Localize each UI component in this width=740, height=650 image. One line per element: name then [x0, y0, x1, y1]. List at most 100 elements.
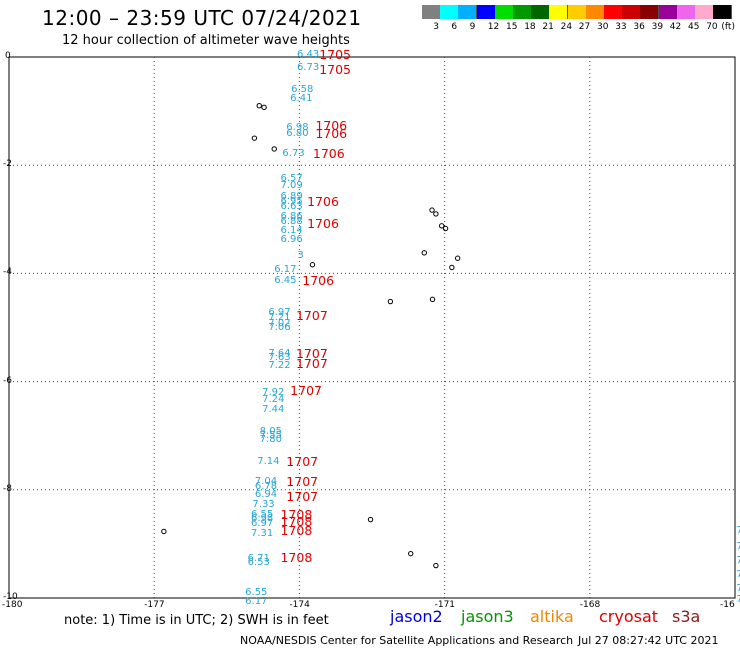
- island-outline: [454, 255, 461, 261]
- wave-height-value: 7.92: [262, 387, 285, 399]
- wave-height-value: 7.24: [262, 393, 285, 405]
- y-tick-label: 0: [5, 51, 11, 61]
- x-tick-label: -168: [579, 600, 601, 610]
- satellite-legend-cryosat: cryosat: [599, 607, 659, 626]
- wave-height-value: 7.: [736, 569, 740, 581]
- pass-time-label: 1706: [307, 215, 339, 231]
- island-outline: [438, 223, 445, 229]
- colorbar-label: 39: [651, 22, 664, 32]
- pass-time-label: 1706: [307, 194, 339, 210]
- wave-height-value: 6.97: [268, 306, 291, 318]
- satellite-legend-jason3: jason3: [461, 607, 514, 626]
- island-outline: [251, 135, 258, 141]
- wave-height-value: 6.89: [280, 190, 303, 202]
- wave-height-value: 7.02: [268, 317, 291, 329]
- pass-time-label: 1705: [319, 46, 352, 62]
- wave-height-value: 3: [297, 250, 304, 262]
- wave-height-value: 6.73: [282, 148, 305, 160]
- island-outline: [433, 562, 439, 569]
- map-frame: [8, 56, 736, 599]
- page-title: 12:00 – 23:59 UTC 07/24/2021: [42, 6, 362, 30]
- wave-height-value: 6.97: [250, 517, 274, 529]
- pass-time-label: 1707: [286, 488, 319, 504]
- wave-height-value: 7.55: [259, 430, 282, 442]
- wave-height-value: 6.94: [254, 489, 278, 501]
- footer-note: note: 1) Time is in UTC; 2) SWH is in fe…: [64, 613, 329, 628]
- wave-height-value: 7.80: [259, 434, 282, 446]
- wave-height-value: 6.17: [245, 596, 268, 608]
- x-tick-label: -171: [434, 600, 456, 610]
- colorbar-label: 45: [688, 22, 700, 32]
- wave-height-value: 7: [736, 541, 740, 553]
- wave-height-value: 6.55: [250, 508, 274, 520]
- wave-height-value: 7.04: [254, 476, 278, 488]
- wave-height-value: 7.06: [268, 322, 291, 334]
- colorbar-label: 24: [560, 22, 573, 32]
- wave-height-value: 6.43: [296, 48, 320, 60]
- wave-height-value: 7.22: [268, 359, 291, 371]
- island-outline: [309, 262, 316, 268]
- colorbar-label: 15: [506, 22, 518, 32]
- colorbar-label: 9: [469, 22, 476, 32]
- wave-height-value: 6.86: [280, 211, 303, 223]
- y-tick-label: -6: [3, 375, 12, 386]
- pass-time-label: 1707: [286, 453, 319, 469]
- generated-timestamp: Jul 27 08:27:42 UTC 2021: [578, 634, 719, 647]
- island-outline: [433, 211, 439, 217]
- wave-height-value: 7.14: [257, 455, 280, 467]
- wave-height-value: 6.88: [280, 215, 303, 227]
- island-outline: [421, 250, 427, 256]
- colorbar-label: 6: [451, 22, 458, 32]
- wave-height-value: 6.95: [280, 196, 303, 208]
- island-outline: [256, 102, 262, 109]
- wave-height-value: 6.57: [280, 173, 303, 185]
- wave-height-value: 8.05: [259, 425, 282, 437]
- colorbar-swatch: [713, 5, 733, 19]
- wave-height-value: 7: [736, 554, 740, 566]
- satellite-legend-s3a: s3a: [672, 607, 701, 626]
- wave-height-value: 6.53: [247, 557, 270, 569]
- island-outline: [261, 104, 267, 111]
- colorbar-label: 21: [542, 22, 554, 32]
- wave-height-value: 7.1: [736, 593, 740, 605]
- colorbar-label: 12: [487, 22, 500, 32]
- wave-height-value: 7: [736, 524, 740, 536]
- wave-height-value: 7.64: [268, 347, 291, 359]
- pass-time-label: 1708: [280, 506, 313, 522]
- wave-height-value: 6.17: [274, 263, 297, 275]
- wave-height-value: 6.78: [254, 480, 278, 492]
- x-tick-label: -16: [720, 600, 735, 610]
- colorbar-label: 70: [706, 22, 718, 32]
- wave-height-value: 6.73: [296, 62, 320, 74]
- credit-text: NOAA/NESDIS Center for Satellite Applica…: [240, 634, 574, 647]
- wave-height-value: 6.63: [280, 201, 303, 213]
- wave-height-value: 7.44: [262, 404, 285, 416]
- island-outline: [387, 298, 394, 305]
- wave-height-value: 6.55: [245, 586, 268, 598]
- wave-height-value: 7.09: [280, 179, 303, 191]
- island-outline: [408, 550, 414, 557]
- pass-time-label: 1706: [302, 272, 335, 288]
- x-tick-label: -180: [2, 600, 23, 610]
- colorbar-label: 27: [578, 22, 591, 32]
- island-outline: [161, 528, 167, 535]
- island-outline: [367, 516, 374, 523]
- x-tick-label: -174: [289, 600, 310, 610]
- satellite-legend-altika: altika: [530, 607, 574, 626]
- island-outline: [429, 207, 435, 213]
- pass-time-label: 1708: [280, 522, 313, 538]
- wave-height-value: 7.63: [268, 351, 291, 363]
- x-tick-label: -177: [144, 600, 165, 610]
- y-tick-label: -8: [3, 483, 12, 494]
- wave-height-value: 6.96: [280, 233, 303, 245]
- wave-height-value: 7.33: [252, 499, 275, 511]
- island-outline: [442, 225, 449, 232]
- colorbar-label: 18: [524, 22, 536, 32]
- wave-height-value: 6.41: [290, 93, 313, 105]
- pass-time-label: 1706: [312, 146, 345, 162]
- pass-time-label: 1707: [286, 474, 319, 490]
- y-tick-label: -10: [3, 592, 18, 602]
- wave-height-value: 6.98: [250, 512, 274, 524]
- pass-time-label: 1707: [295, 356, 328, 372]
- wave-height-value: 6.71: [247, 553, 270, 565]
